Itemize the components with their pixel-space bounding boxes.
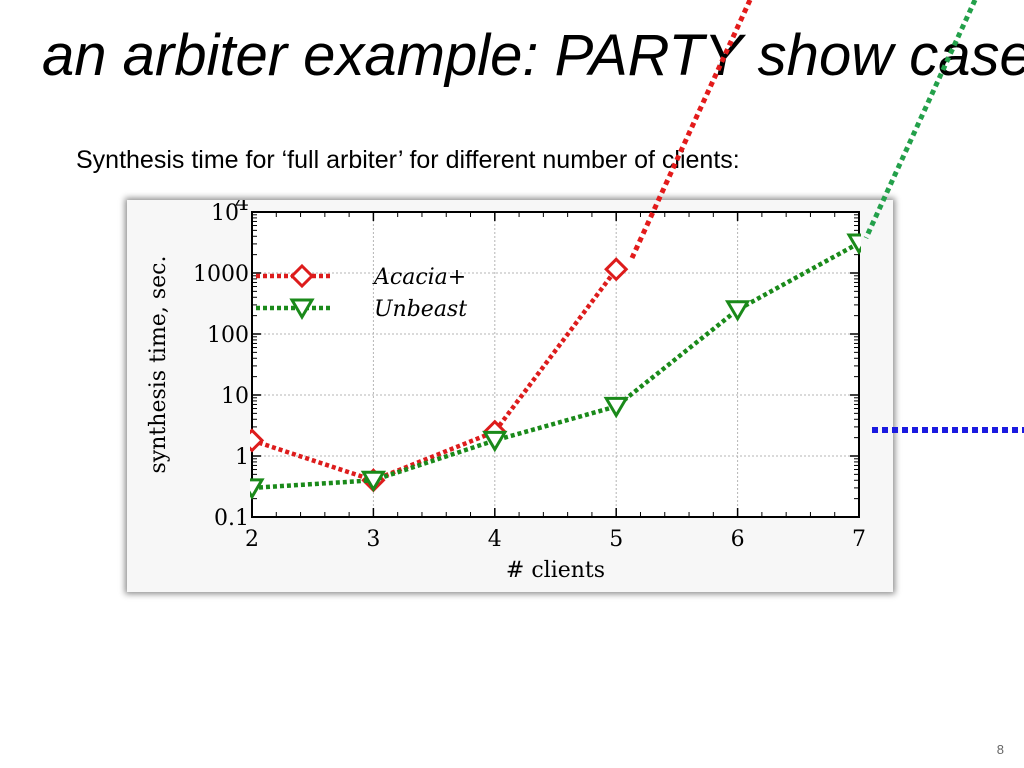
x-tick-label: 4	[488, 527, 502, 552]
legend-marker	[289, 298, 315, 320]
y-tick-label: 100	[207, 323, 249, 348]
series-line-acacia	[251, 267, 619, 483]
series-line-unbeast	[251, 241, 861, 491]
data-point-unbeast	[250, 478, 265, 500]
data-point-unbeast	[360, 470, 387, 493]
y-tick-label: 10	[211, 201, 239, 226]
y-tick-label: 10	[221, 384, 249, 409]
green-dotted-annotation-line	[863, 0, 978, 240]
y-tick-label: 1	[235, 445, 249, 470]
red-dotted-annotation-line	[629, 0, 753, 260]
legend-marker	[289, 263, 315, 289]
y-tick-label: 1000	[193, 262, 249, 287]
x-tick-label: 3	[366, 527, 380, 552]
series-layer	[250, 233, 861, 500]
legend: Acacia+ Unbeast	[256, 263, 467, 322]
slide-title: an arbiter example: PARTY show case	[42, 23, 1024, 88]
y-tick-exponent: 4	[235, 200, 249, 216]
data-point-acacia	[604, 257, 629, 282]
slide-subtitle: Synthesis time for ‘full arbiter’ for di…	[76, 146, 740, 174]
data-point-unbeast	[603, 396, 629, 419]
y-axis-label: synthesis time, sec.	[146, 256, 171, 474]
x-tick-label: 2	[245, 527, 259, 552]
x-tick-label: 6	[731, 527, 745, 552]
legend-label: Unbeast	[374, 297, 467, 322]
plot-background	[252, 212, 859, 517]
data-point-unbeast	[482, 430, 508, 453]
y-tick-label: 0.1	[214, 506, 249, 531]
x-tick-label: 7	[852, 527, 866, 552]
data-point-acacia	[250, 428, 265, 453]
page-number: 8	[996, 742, 1004, 757]
x-axis-label: # clients	[506, 558, 605, 583]
legend-label: Acacia+	[372, 265, 466, 290]
x-tick-label: 5	[609, 527, 623, 552]
data-point-unbeast	[724, 300, 751, 322]
data-point-unbeast	[846, 233, 861, 255]
grid-lines	[251, 211, 860, 518]
plot-area	[251, 211, 860, 518]
